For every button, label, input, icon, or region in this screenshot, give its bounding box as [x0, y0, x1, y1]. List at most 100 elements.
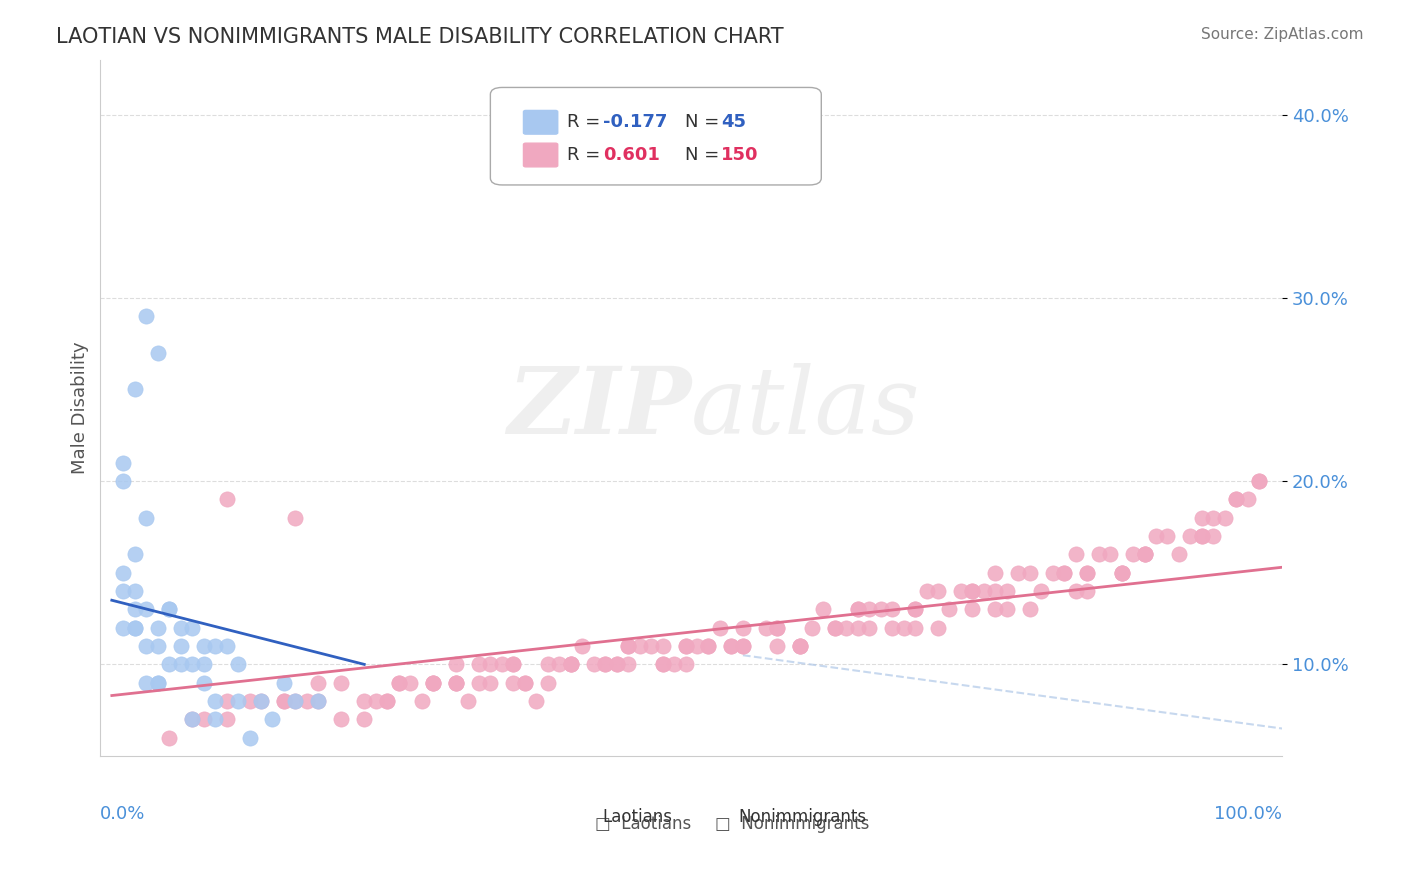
Text: N =: N =: [685, 113, 725, 131]
Point: [364, 694, 387, 708]
FancyBboxPatch shape: [491, 87, 821, 185]
Text: Source: ZipAtlas.com: Source: ZipAtlas.com: [1201, 27, 1364, 42]
Text: Nonimmigrants: Nonimmigrants: [738, 807, 866, 826]
Point: [995, 584, 1018, 599]
Point: [204, 712, 226, 726]
Point: [502, 657, 524, 672]
Point: [215, 492, 238, 507]
Point: [560, 657, 582, 672]
Point: [662, 657, 685, 672]
Point: [181, 621, 204, 635]
Point: [1099, 548, 1122, 562]
Point: [215, 639, 238, 653]
Point: [789, 639, 811, 653]
Point: [1111, 566, 1133, 580]
Point: [124, 548, 146, 562]
Point: [524, 694, 547, 708]
Point: [513, 675, 536, 690]
Point: [548, 657, 571, 672]
Point: [273, 694, 295, 708]
Point: [135, 675, 157, 690]
Point: [1156, 529, 1178, 543]
Point: [858, 621, 880, 635]
Point: [1053, 566, 1076, 580]
Point: [651, 657, 673, 672]
Point: [193, 639, 215, 653]
Point: [858, 602, 880, 616]
Point: [112, 584, 135, 599]
Point: [330, 675, 353, 690]
Point: [146, 346, 169, 360]
Point: [904, 602, 927, 616]
Point: [193, 657, 215, 672]
Point: [1202, 510, 1225, 524]
Point: [962, 584, 984, 599]
Point: [422, 675, 444, 690]
Point: [284, 694, 307, 708]
Point: [1018, 566, 1040, 580]
Point: [904, 621, 927, 635]
Point: [675, 657, 697, 672]
Point: [1180, 529, 1202, 543]
Text: 100.0%: 100.0%: [1215, 805, 1282, 822]
Point: [1168, 548, 1191, 562]
Point: [215, 712, 238, 726]
Point: [157, 602, 180, 616]
Point: [135, 639, 157, 653]
Point: [112, 621, 135, 635]
Point: [984, 584, 1007, 599]
Point: [238, 694, 260, 708]
Point: [1213, 510, 1236, 524]
FancyBboxPatch shape: [565, 807, 599, 827]
Point: [146, 675, 169, 690]
Point: [307, 675, 329, 690]
Point: [1076, 566, 1098, 580]
Point: [388, 675, 411, 690]
FancyBboxPatch shape: [523, 111, 558, 134]
Point: [984, 602, 1007, 616]
Point: [204, 639, 226, 653]
Point: [112, 566, 135, 580]
Point: [1122, 548, 1144, 562]
Text: atlas: atlas: [692, 363, 921, 453]
Point: [502, 675, 524, 690]
Point: [1087, 548, 1109, 562]
Point: [284, 694, 307, 708]
Point: [146, 675, 169, 690]
Point: [422, 675, 444, 690]
Point: [1018, 602, 1040, 616]
Point: [135, 602, 157, 616]
Point: [766, 621, 789, 635]
Point: [824, 621, 846, 635]
Point: [686, 639, 709, 653]
Point: [949, 584, 972, 599]
Point: [560, 657, 582, 672]
Point: [353, 712, 375, 726]
Text: ZIP: ZIP: [508, 363, 692, 453]
Point: [273, 694, 295, 708]
Point: [181, 712, 204, 726]
Point: [250, 694, 273, 708]
Point: [226, 657, 249, 672]
Point: [593, 657, 616, 672]
Point: [1111, 566, 1133, 580]
Point: [170, 621, 193, 635]
Point: [606, 657, 628, 672]
Point: [307, 694, 329, 708]
Point: [1236, 492, 1258, 507]
Point: [215, 694, 238, 708]
Point: [262, 712, 284, 726]
Point: [915, 584, 938, 599]
Point: [273, 675, 295, 690]
Point: [1191, 529, 1213, 543]
Point: [869, 602, 891, 616]
Point: [789, 639, 811, 653]
Text: R =: R =: [567, 113, 606, 131]
Point: [170, 639, 193, 653]
Point: [375, 694, 398, 708]
Text: 0.0%: 0.0%: [100, 805, 146, 822]
Point: [1133, 548, 1156, 562]
Point: [1007, 566, 1029, 580]
Point: [709, 621, 731, 635]
Point: [628, 639, 651, 653]
